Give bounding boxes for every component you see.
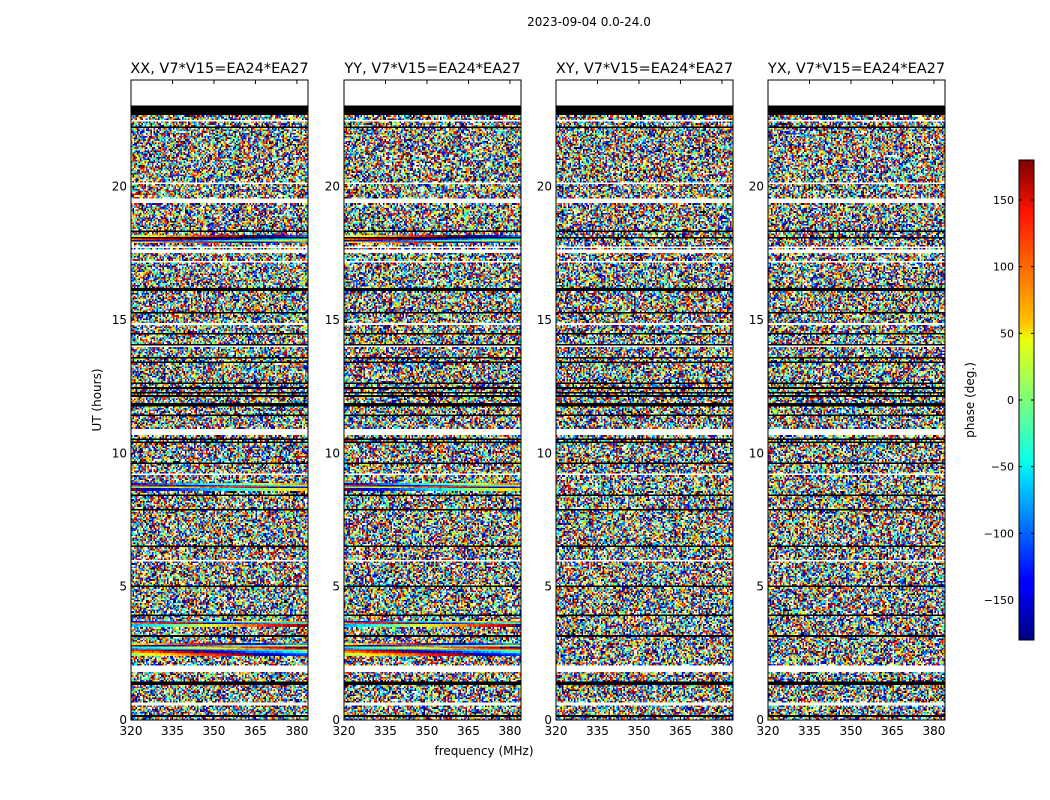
colorbar-tick-label: 150 [993,194,1014,207]
y-tick-label: 10 [749,446,764,460]
x-tick-label: 365 [669,724,692,738]
panel-title: YY, V7*V15=EA24*EA27 [343,61,520,77]
colorbar-tick-label: −150 [984,594,1014,607]
colorbar-label: phase (deg.) [963,362,977,438]
panel-frame [555,79,734,721]
panel-heatmap [344,80,521,720]
panel-heatmap [131,80,308,720]
panel-frame [130,79,309,721]
y-tick-label: 5 [332,580,340,594]
x-tick-label: 350 [203,724,226,738]
panel-heatmap [768,80,945,720]
y-tick-label: 20 [112,180,127,194]
panel-title: XX, V7*V15=EA24*EA27 [130,61,308,77]
x-tick-label: 380 [498,724,521,738]
y-tick-label: 15 [749,313,764,327]
x-tick-label: 350 [628,724,651,738]
panel-frame [767,79,946,721]
y-tick-label: 0 [544,713,552,727]
colorbar-tick-label: −100 [984,527,1014,540]
y-tick-label: 20 [537,180,552,194]
colorbar-tick-label: 100 [993,261,1014,274]
x-tick-label: 380 [285,724,308,738]
x-tick-label: 335 [374,724,397,738]
y-tick-label: 15 [325,313,340,327]
x-tick-label: 320 [757,724,780,738]
y-tick-label: 20 [325,180,340,194]
x-tick-label: 335 [798,724,821,738]
y-tick-label: 5 [756,580,764,594]
colorbar: −150 −100 −50 0 50 100 150 phase (deg.) [963,159,1035,641]
panel-title: YX, V7*V15=EA24*EA27 [767,61,945,77]
x-tick-label: 365 [457,724,480,738]
panel-2: YY, V7*V15=EA24*EA27 320 335 350 365 380 0 5 10 1… [325,61,522,738]
panel-heatmap [556,80,733,720]
x-tick-label: 335 [161,724,184,738]
colorbar-tick-label: −50 [991,461,1014,474]
y-axis-label: UT (hours) [90,368,104,431]
colorbar-tick-label: 0 [1007,394,1014,407]
y-tick-label: 10 [325,446,340,460]
x-tick-label: 380 [710,724,733,738]
y-tick-label: 15 [112,313,127,327]
x-tick-label: 335 [586,724,609,738]
y-tick-label: 0 [756,713,764,727]
colorbar-tick-label: 50 [1000,327,1014,340]
y-tick-label: 5 [544,580,552,594]
y-tick-label: 5 [119,580,127,594]
y-tick-label: 0 [332,713,340,727]
figure-title: 2023-09-04 0.0-24.0 [527,15,651,29]
panel-frame [343,79,522,721]
panel-3: XY, V7*V15=EA24*EA27 320 335 350 365 380 0 5 10 1… [537,61,734,738]
panel-1: XX, V7*V15=EA24*EA27 320 335 350 365 380 0 5 10 1… [112,61,309,738]
x-axis-label: frequency (MHz) [434,744,533,758]
x-tick-label: 320 [333,724,356,738]
x-tick-label: 320 [120,724,143,738]
y-tick-label: 20 [749,180,764,194]
x-tick-label: 380 [922,724,945,738]
y-tick-label: 10 [112,446,127,460]
x-tick-label: 320 [545,724,568,738]
y-tick-label: 0 [119,713,127,727]
x-tick-label: 350 [416,724,439,738]
x-tick-label: 365 [244,724,267,738]
y-tick-label: 10 [537,446,552,460]
panel-4: YX, V7*V15=EA24*EA27 320 335 350 365 380 0 5 10 1… [749,61,946,738]
x-tick-label: 365 [881,724,904,738]
panel-title: XY, V7*V15=EA24*EA27 [556,61,733,77]
x-tick-label: 350 [840,724,863,738]
y-tick-label: 15 [537,313,552,327]
